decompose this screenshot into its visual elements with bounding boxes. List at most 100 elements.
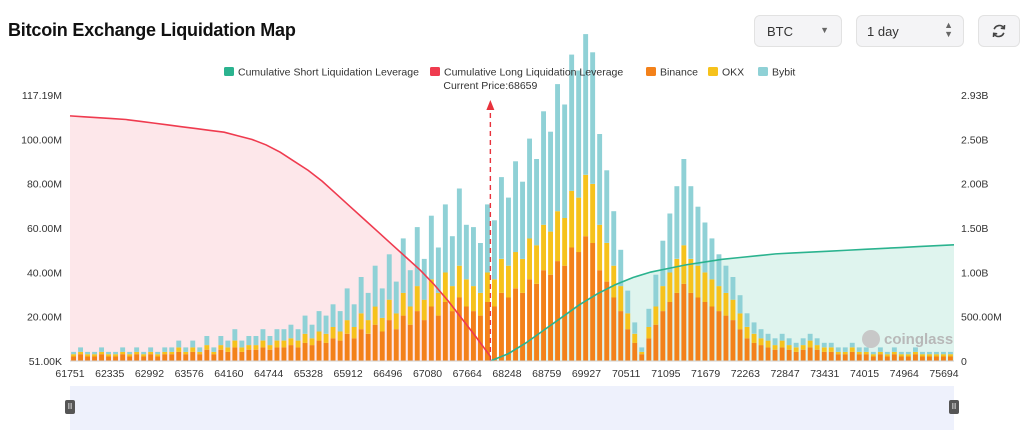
bar-binance-40 (351, 338, 357, 361)
scroller-handle-right[interactable]: II (949, 400, 959, 414)
bar-binance-107 (821, 351, 827, 361)
bar-binance-9 (134, 354, 140, 361)
bar-bybit-111 (849, 342, 855, 348)
bar-bybit-39 (344, 288, 350, 321)
coinglass-logo-icon (862, 330, 880, 348)
bar-bybit-82 (646, 308, 652, 327)
bar-bybit-25 (246, 336, 252, 346)
y-right-tick-label: 1.50B (961, 223, 988, 235)
bars-group (71, 34, 953, 361)
bar-okx-13 (162, 351, 168, 355)
range-select[interactable]: 1 day ▲ ▼ (856, 15, 964, 47)
bar-binance-88 (688, 292, 694, 361)
symbol-select[interactable]: BTC ▼ (754, 15, 842, 47)
bar-bybit-59 (485, 204, 490, 273)
bar-okx-103 (793, 347, 799, 352)
bar-okx-26 (253, 345, 259, 350)
legend-item: Cumulative Short Liquidation Leverage (224, 67, 419, 79)
bar-binance-49 (414, 311, 420, 361)
range-scroller[interactable] (70, 386, 954, 430)
bar-bybit-68 (548, 131, 553, 232)
bar-okx-117 (891, 351, 897, 355)
bar-binance-28 (267, 349, 273, 361)
bar-binance-52 (435, 315, 441, 361)
bar-bybit-1 (78, 347, 83, 352)
bar-okx-10 (141, 354, 147, 357)
bar-bybit-98 (758, 329, 764, 339)
bar-bybit-71 (569, 54, 575, 191)
bar-bybit-12 (155, 351, 161, 355)
bar-bybit-124 (941, 351, 946, 355)
bar-binance-66 (534, 283, 539, 361)
x-tick-label: 66496 (373, 368, 402, 380)
bar-binance-121 (920, 356, 925, 361)
bar-binance-97 (751, 342, 757, 361)
bar-okx-22 (225, 347, 231, 352)
bar-binance-17 (190, 351, 196, 361)
bar-binance-24 (239, 351, 245, 361)
bar-bybit-115 (877, 347, 883, 352)
bar-binance-26 (253, 349, 259, 361)
bar-bybit-104 (800, 338, 806, 346)
bar-bybit-108 (828, 342, 834, 348)
bar-okx-59 (485, 272, 490, 302)
bar-binance-110 (842, 354, 848, 361)
bar-okx-39 (344, 320, 350, 334)
bar-okx-78 (618, 286, 624, 312)
y-left-tick-label: 20.00M (27, 312, 62, 324)
bar-okx-105 (807, 340, 813, 348)
legend-swatch (430, 67, 440, 76)
bar-bybit-100 (772, 338, 778, 346)
bar-okx-36 (323, 333, 329, 343)
bar-okx-121 (920, 354, 925, 357)
bar-bybit-53 (442, 204, 448, 273)
bar-okx-38 (337, 331, 343, 341)
bar-binance-37 (330, 338, 336, 361)
bar-binance-106 (814, 349, 820, 361)
bar-bybit-46 (393, 281, 399, 314)
legend-swatch (224, 67, 234, 76)
bar-binance-45 (386, 320, 392, 361)
bar-bybit-4 (99, 347, 104, 352)
y-left-tick-label: 40.00M (27, 267, 62, 279)
bar-binance-79 (625, 329, 631, 361)
y-right-tick-label: 0 (961, 356, 967, 368)
bar-bybit-113 (863, 347, 869, 352)
refresh-button[interactable] (978, 15, 1020, 47)
legend-swatch (646, 67, 656, 76)
bar-bybit-74 (590, 52, 596, 184)
bar-okx-102 (786, 345, 792, 350)
bar-binance-68 (548, 274, 553, 361)
bar-okx-110 (842, 351, 848, 355)
bar-binance-94 (730, 320, 736, 361)
bar-okx-41 (358, 313, 364, 330)
bar-okx-1 (78, 351, 83, 355)
x-tick-label: 72263 (731, 368, 760, 380)
bar-binance-19 (204, 349, 210, 361)
bar-binance-101 (779, 347, 785, 361)
legend-label: Cumulative Short Liquidation Leverage (238, 67, 419, 79)
scroller-handle-left[interactable]: II (65, 400, 75, 414)
bar-bybit-94 (730, 277, 736, 300)
bar-okx-33 (302, 333, 308, 343)
bar-binance-47 (400, 315, 406, 361)
bar-okx-28 (267, 345, 273, 350)
bar-okx-76 (604, 243, 610, 282)
bar-binance-38 (337, 340, 343, 361)
x-tick-label: 61751 (55, 368, 84, 380)
bar-bybit-6 (113, 351, 118, 355)
bar-bybit-23 (232, 329, 238, 341)
bar-bybit-106 (814, 338, 820, 346)
bar-okx-73 (583, 174, 589, 237)
bar-bybit-116 (884, 351, 890, 355)
bar-binance-50 (421, 320, 427, 361)
x-tick-label: 65328 (294, 368, 323, 380)
bar-binance-96 (744, 338, 750, 361)
bar-binance-51 (428, 306, 434, 361)
bar-bybit-51 (428, 215, 434, 280)
bar-bybit-101 (779, 333, 785, 341)
bar-binance-60 (492, 306, 497, 361)
bar-bybit-107 (821, 342, 827, 348)
bar-bybit-57 (471, 227, 476, 287)
y-right-tick-label: 1.00B (961, 267, 988, 279)
